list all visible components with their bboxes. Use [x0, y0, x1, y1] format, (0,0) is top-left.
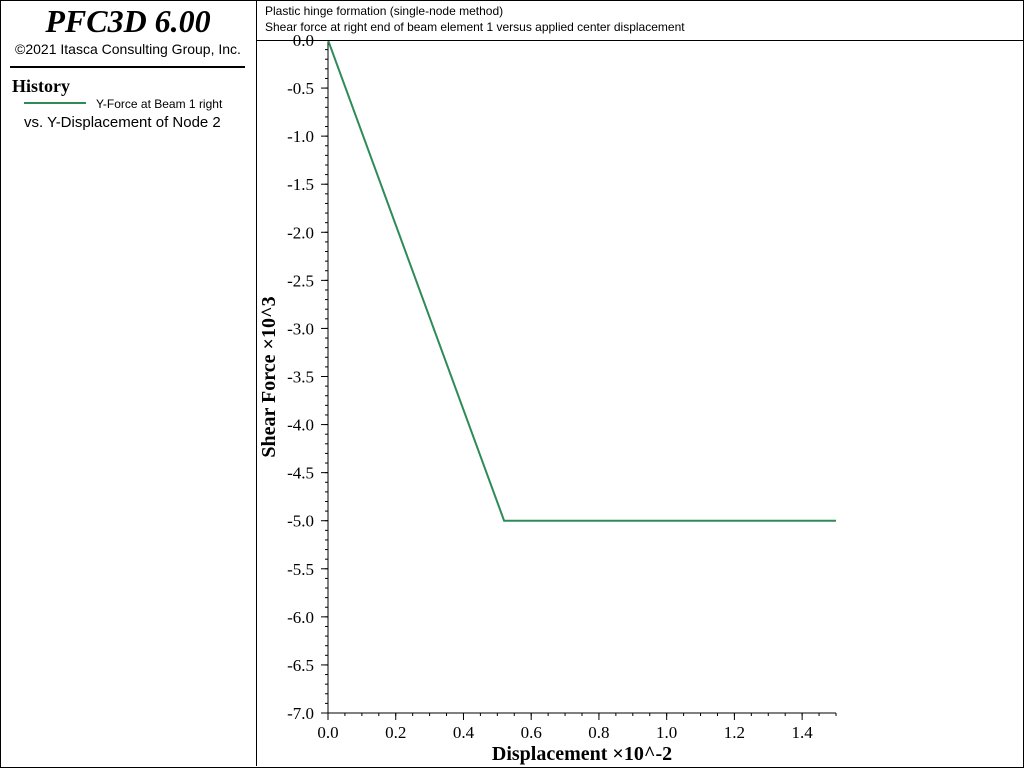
- y-tick-label: -5.0: [287, 512, 314, 531]
- y-tick-label: -6.5: [287, 656, 314, 675]
- legend-swatch: [24, 102, 86, 104]
- x-tick-label: 0.0: [317, 723, 338, 742]
- legend-subtitle: vs. Y-Displacement of Node 2: [24, 114, 221, 131]
- x-tick-label: 1.0: [656, 723, 677, 742]
- y-tick-label: -3.0: [287, 319, 314, 338]
- x-tick-label: 1.4: [792, 723, 814, 742]
- x-tick-label: 0.8: [588, 723, 609, 742]
- x-tick-label: 1.2: [724, 723, 745, 742]
- y-tick-label: -4.5: [287, 464, 314, 483]
- plot-subtitle: Shear force at right end of beam element…: [265, 20, 685, 34]
- y-tick-label: -5.5: [287, 560, 314, 579]
- y-tick-label: -3.5: [287, 368, 314, 387]
- x-tick-label: 0.6: [521, 723, 542, 742]
- y-tick-label: -2.0: [287, 223, 314, 242]
- y-tick-label: -7.0: [287, 704, 314, 723]
- history-title: History: [12, 76, 70, 96]
- axes: 0.0 -0.5 -1.0 -1.5 -2.0 -2.5 -3.0 -3.5 -4.0 -4.5 -…: [258, 31, 837, 765]
- y-tick-label: 0.0: [293, 31, 314, 50]
- y-tick-label: -6.0: [287, 608, 314, 627]
- sidebar: PFC3D 6.00 ©2021 Itasca Consulting Group…: [0, 0, 257, 766]
- plot-title: Plastic hinge formation (single-node met…: [265, 4, 504, 18]
- y-tick-label: -0.5: [287, 79, 314, 98]
- y-tick-label: -2.5: [287, 271, 314, 290]
- y-tick-label: -4.0: [287, 416, 314, 435]
- series-line: [327, 41, 836, 522]
- copyright-text: ©2021 Itasca Consulting Group, Inc.: [15, 41, 241, 57]
- sidebar-divider: [10, 66, 245, 68]
- plot-header: Plastic hinge formation (single-node met…: [257, 0, 1023, 41]
- y-axis-title: Shear Force ×10^3: [258, 296, 280, 457]
- y-tick-label: -1.0: [287, 127, 314, 146]
- app-title: PFC3D 6.00: [45, 3, 211, 39]
- series-layer: [327, 41, 836, 522]
- x-axis-title: Displacement ×10^-2: [492, 743, 672, 765]
- legend-label: Y-Force at Beam 1 right: [96, 97, 223, 111]
- x-tick-label: 0.4: [453, 723, 475, 742]
- x-tick-label: 0.2: [385, 723, 406, 742]
- y-tick-label: -1.5: [287, 175, 314, 194]
